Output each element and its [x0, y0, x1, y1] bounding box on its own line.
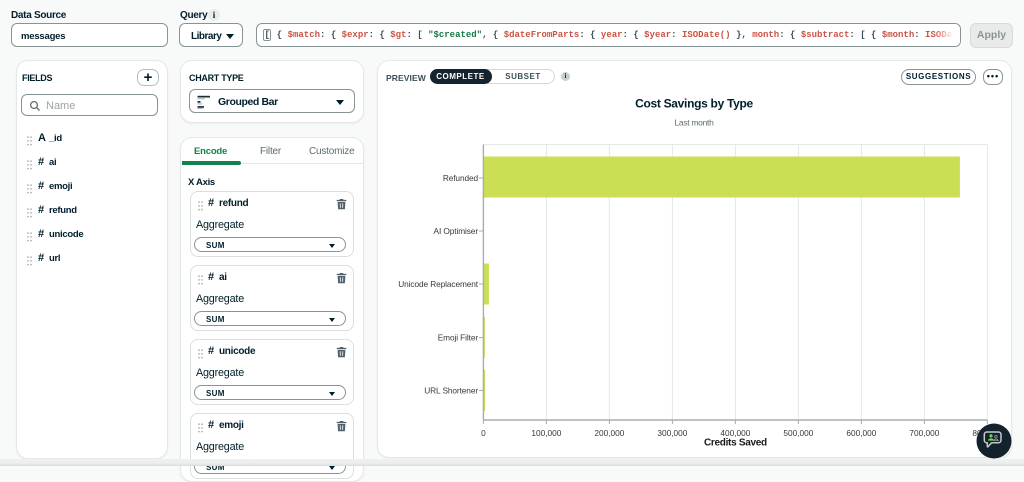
svg-text:600,000: 600,000	[846, 428, 876, 438]
svg-text:AI Optimiser: AI Optimiser	[434, 226, 479, 236]
svg-text:Unicode Replacement: Unicode Replacement	[398, 279, 479, 289]
svg-text:Last month: Last month	[674, 118, 714, 128]
svg-text:400,000: 400,000	[720, 428, 750, 438]
svg-text:200,000: 200,000	[594, 428, 624, 438]
svg-text:100,000: 100,000	[531, 428, 561, 438]
svg-text:URL Shortener: URL Shortener	[424, 385, 478, 395]
svg-text:Cost Savings by Type: Cost Savings by Type	[635, 97, 753, 111]
svg-text:700,000: 700,000	[909, 428, 939, 438]
svg-text:Credits Saved: Credits Saved	[704, 438, 767, 449]
svg-text:500,000: 500,000	[783, 428, 813, 438]
svg-text:0: 0	[481, 428, 486, 438]
svg-text:300,000: 300,000	[657, 428, 687, 438]
svg-text:Refunded: Refunded	[443, 173, 479, 183]
svg-text:Emoji Filter: Emoji Filter	[438, 332, 479, 342]
